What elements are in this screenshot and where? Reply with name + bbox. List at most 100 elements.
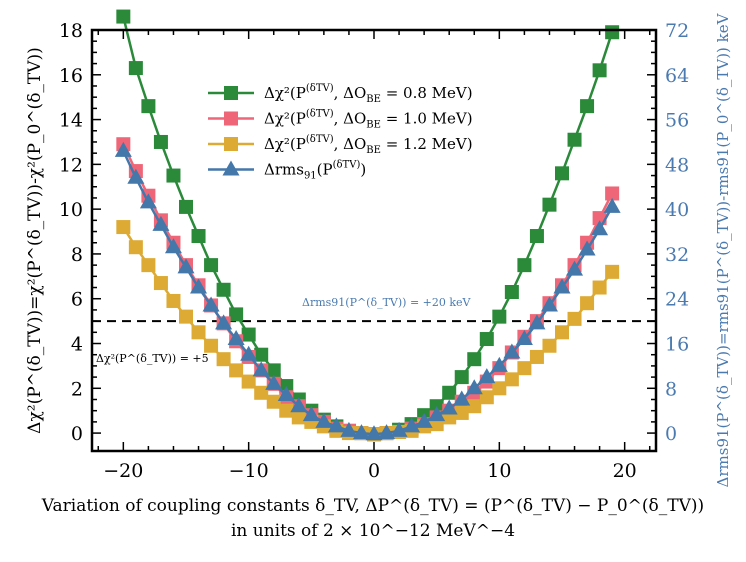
legend-item-2: Δχ²(P(δTV), ΔOBE = 1.2 MeV) xyxy=(208,134,473,156)
data-point xyxy=(265,374,283,390)
y-tick-label: 8 xyxy=(71,244,83,266)
data-point xyxy=(580,296,595,311)
data-point xyxy=(191,229,206,244)
data-point xyxy=(216,282,231,297)
y-tick-label: 2 xyxy=(71,378,83,400)
data-point xyxy=(191,325,206,340)
data-point xyxy=(291,410,306,425)
y-right-tick-label: 8 xyxy=(665,378,677,400)
y-right-tick-label: 16 xyxy=(665,334,689,356)
data-point xyxy=(204,258,219,273)
data-point xyxy=(528,314,546,330)
data-point xyxy=(241,327,256,342)
annotation-chi2: Δχ²(P^(δ_TV)) = +5 xyxy=(96,352,209,365)
data-point xyxy=(229,363,244,378)
data-point xyxy=(215,314,233,330)
data-point xyxy=(227,330,245,346)
legend-marker xyxy=(224,137,238,151)
legend-marker xyxy=(224,86,238,100)
y-tick-label: 4 xyxy=(71,334,83,356)
data-point xyxy=(152,215,170,231)
data-point xyxy=(378,424,396,440)
data-point xyxy=(428,406,446,422)
legend-item-0: Δχ²(P(δTV), ΔOBE = 0.8 MeV) xyxy=(208,83,473,105)
data-point xyxy=(340,421,358,437)
legend-label: Δχ²(P(δTV), ΔOBE = 0.8 MeV) xyxy=(264,83,473,105)
data-point xyxy=(128,61,143,76)
y-right-tick-label: 56 xyxy=(665,110,689,132)
data-point xyxy=(454,370,469,385)
data-point xyxy=(254,385,269,400)
data-point xyxy=(290,397,308,413)
data-point xyxy=(567,311,582,326)
legend: Δχ²(P(δTV), ΔOBE = 0.8 MeV) Δχ²(P(δTV), Δ… xyxy=(208,83,473,182)
data-point xyxy=(166,293,181,308)
data-point xyxy=(252,361,270,377)
series-line-0 xyxy=(122,16,614,436)
data-point xyxy=(229,307,244,322)
data-point xyxy=(114,141,132,157)
data-point xyxy=(116,220,131,235)
y-tick-label: 0 xyxy=(71,423,83,445)
data-point xyxy=(605,25,620,40)
data-point xyxy=(166,168,181,183)
data-point xyxy=(605,186,620,201)
data-point xyxy=(116,9,131,24)
legend-label: Δχ²(P(δTV), ΔOBE = 1.0 MeV) xyxy=(264,109,473,131)
data-point xyxy=(529,229,544,244)
data-point xyxy=(515,330,533,346)
data-point xyxy=(315,412,333,428)
data-point xyxy=(164,238,182,254)
data-point xyxy=(454,405,469,420)
data-point xyxy=(580,99,595,114)
data-point xyxy=(240,345,258,361)
data-point xyxy=(415,412,433,428)
data-point xyxy=(241,374,256,389)
y-right-tick-label: 0 xyxy=(665,423,677,445)
x-axis-title-line1: Variation of coupling constants δ_TV, ΔP… xyxy=(41,496,704,516)
data-point xyxy=(190,278,208,294)
data-point xyxy=(440,399,458,415)
data-point xyxy=(517,258,532,273)
data-point xyxy=(490,356,508,372)
data-point xyxy=(204,338,219,353)
legend-marker xyxy=(224,111,238,126)
legend-item-3: Δrms91(P(δTV)) xyxy=(208,160,366,182)
y-tick-label: 18 xyxy=(59,20,83,42)
x-axis-title-line2: in units of 2 × 10^−12 MeV^−4 xyxy=(231,521,515,541)
x-tick-label: 0 xyxy=(368,460,380,482)
data-point xyxy=(465,379,483,395)
legend-label: Δχ²(P(δTV), ΔOBE = 1.2 MeV) xyxy=(264,134,473,156)
y-right-tick-label: 24 xyxy=(665,289,689,311)
y-tick-label: 14 xyxy=(59,110,83,132)
data-point xyxy=(202,296,220,312)
data-point xyxy=(603,197,621,213)
data-point xyxy=(139,193,157,209)
data-point xyxy=(592,63,607,78)
data-point xyxy=(553,278,571,294)
data-point xyxy=(478,368,496,384)
data-point xyxy=(529,349,544,364)
data-point xyxy=(179,309,193,324)
x-tick-label: −10 xyxy=(229,460,269,482)
data-point xyxy=(279,403,294,418)
data-point xyxy=(542,197,557,212)
data-point xyxy=(467,399,482,414)
data-point xyxy=(390,421,408,437)
data-point xyxy=(479,332,494,347)
data-point xyxy=(403,417,421,433)
y-tick-label: 16 xyxy=(59,65,83,87)
y-right-tick-label: 72 xyxy=(665,20,689,42)
series-line-3 xyxy=(122,150,614,436)
y-axis-title-left: Δχ²(P^(δ_TV))=χ²(P^(δ_TV))-χ²(P_0^(δ_TV)… xyxy=(25,47,45,434)
y-tick-label: 10 xyxy=(59,199,83,221)
legend-item-1: Δχ²(P(δTV), ΔOBE = 1.0 MeV) xyxy=(208,109,473,131)
data-point xyxy=(128,240,143,255)
y-axis-title-right: Δrms91(P^(δ_TV))=rms91(P^(δ_TV))-rms91(P… xyxy=(714,12,732,487)
annotation-rms: Δrms91(P^(δ_TV)) = +20 keV xyxy=(302,296,472,309)
data-point xyxy=(302,406,320,422)
data-point xyxy=(327,417,345,433)
data-point xyxy=(504,285,519,300)
data-point xyxy=(179,199,193,214)
data-point xyxy=(352,424,370,440)
